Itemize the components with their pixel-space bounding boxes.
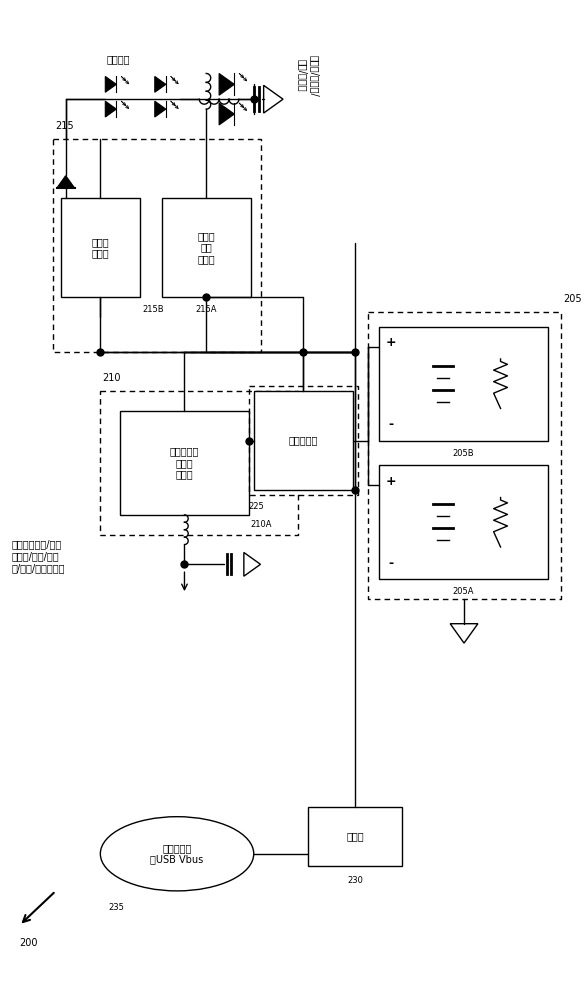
Text: 升压式
转换器: 升压式 转换器 — [91, 237, 109, 258]
Bar — [308, 807, 402, 866]
Polygon shape — [155, 76, 166, 92]
Text: 215: 215 — [55, 121, 73, 131]
Polygon shape — [105, 76, 117, 92]
Text: 电源多工器: 电源多工器 — [288, 436, 318, 446]
Text: 205: 205 — [564, 294, 582, 304]
Ellipse shape — [100, 817, 254, 891]
Bar — [367, 312, 561, 599]
Text: 200: 200 — [19, 938, 38, 948]
Bar — [249, 386, 357, 495]
Text: 215B: 215B — [142, 305, 163, 314]
Polygon shape — [57, 176, 74, 188]
Text: +: + — [386, 475, 397, 488]
Text: -: - — [389, 557, 394, 570]
Text: 225: 225 — [249, 502, 264, 511]
Bar — [61, 198, 140, 297]
Text: 205B: 205B — [453, 449, 474, 458]
Text: 直流对
直流
转换器: 直流对 直流 转换器 — [197, 231, 215, 264]
Text: 210A: 210A — [251, 520, 272, 529]
Bar — [100, 391, 298, 535]
Text: 235: 235 — [108, 903, 124, 912]
Text: 充电器: 充电器 — [346, 831, 364, 841]
Text: +: + — [386, 336, 397, 349]
Text: -: - — [389, 418, 394, 431]
Bar — [379, 327, 548, 441]
Text: 交流转接器
或USB Vbus: 交流转接器 或USB Vbus — [151, 843, 204, 865]
Text: 205A: 205A — [453, 587, 474, 596]
Polygon shape — [219, 73, 234, 95]
Polygon shape — [219, 103, 234, 125]
Text: 215A: 215A — [196, 305, 217, 314]
Bar — [120, 411, 249, 515]
Text: 230: 230 — [347, 876, 363, 885]
Text: （中央处理器/图形
处理器/核心/存储
器/射频/输入输出）: （中央处理器/图形 处理器/核心/存储 器/射频/输入输出） — [11, 540, 65, 573]
Bar — [53, 139, 261, 352]
Text: （音频/闪光灯/
相机/显示）: （音频/闪光灯/ 相机/显示） — [297, 55, 319, 96]
Polygon shape — [155, 101, 166, 117]
Text: 降压式直流
对直流
转换器: 降压式直流 对直流 转换器 — [170, 446, 199, 479]
Polygon shape — [105, 101, 117, 117]
Bar — [162, 198, 251, 297]
Text: （背光）: （背光） — [107, 55, 130, 65]
Bar — [379, 465, 548, 579]
Text: 210: 210 — [103, 373, 121, 383]
Bar — [254, 391, 353, 490]
